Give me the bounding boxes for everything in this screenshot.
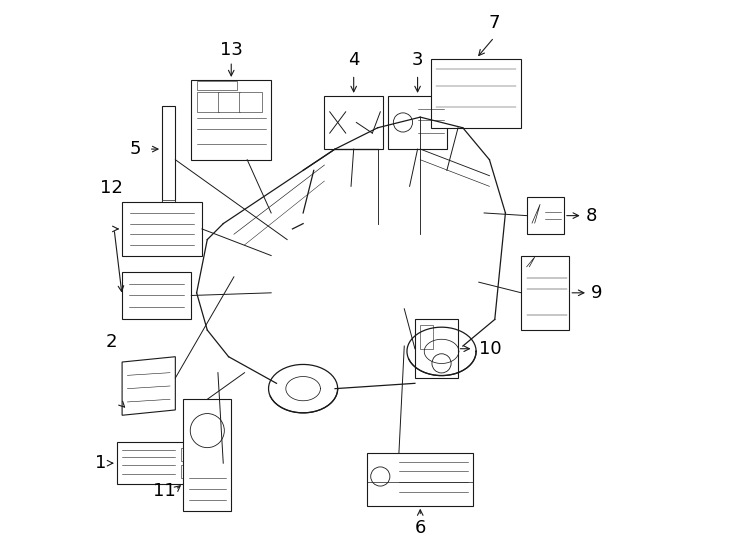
Text: 10: 10 — [479, 340, 501, 357]
Bar — [527, 197, 564, 234]
Text: 7: 7 — [489, 14, 500, 32]
Bar — [122, 272, 192, 320]
Bar — [197, 92, 219, 112]
Text: 4: 4 — [348, 51, 360, 69]
Bar — [197, 80, 236, 90]
Bar — [181, 448, 218, 461]
Bar — [415, 320, 457, 378]
Text: 1: 1 — [95, 454, 106, 472]
Text: 3: 3 — [412, 51, 424, 69]
Bar — [431, 58, 521, 128]
Text: 9: 9 — [591, 284, 602, 302]
Text: 5: 5 — [130, 140, 141, 158]
Bar — [421, 325, 433, 349]
Bar — [200, 465, 216, 478]
Text: 8: 8 — [585, 207, 597, 225]
Text: 2: 2 — [106, 333, 117, 352]
Bar — [122, 202, 202, 255]
Text: 12: 12 — [100, 179, 123, 197]
Bar — [521, 255, 570, 330]
Bar — [239, 92, 261, 112]
Bar — [181, 465, 197, 478]
Bar — [367, 453, 473, 506]
Bar — [218, 92, 240, 112]
Bar — [324, 96, 383, 149]
Bar — [162, 106, 175, 213]
Bar — [184, 399, 231, 511]
Text: 11: 11 — [153, 482, 175, 501]
Bar — [162, 200, 175, 213]
Bar — [192, 80, 271, 160]
Text: 13: 13 — [219, 40, 243, 58]
Text: 6: 6 — [415, 519, 426, 537]
Bar — [117, 442, 223, 484]
Bar — [388, 96, 447, 149]
